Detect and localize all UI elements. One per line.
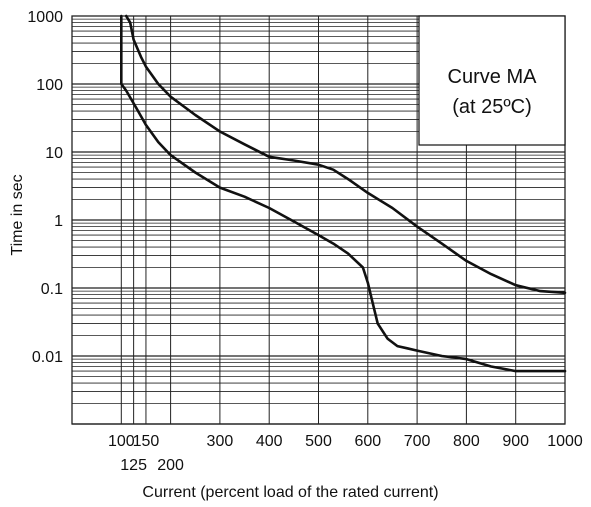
x-tick-label: 150 — [133, 433, 160, 450]
x-tick-label: 700 — [404, 433, 431, 450]
x-tick-label: 900 — [502, 433, 529, 450]
y-axis-label: Time in sec — [9, 174, 26, 255]
x-tick-label: 100 — [108, 433, 135, 450]
x-tick-label: 1000 — [547, 433, 583, 450]
x-tick-labels: 100 125 150 200 300 400 500 600 700 800 900 1000 — [108, 433, 583, 474]
y-tick-label: 1000 — [27, 9, 63, 26]
series-group — [120, 14, 567, 373]
y-tick-label: 100 — [36, 77, 63, 94]
annotation-line-1: Curve MA — [448, 66, 538, 88]
x-axis-label: Current (percent load of the rated curre… — [142, 484, 438, 501]
y-tick-label: 10 — [45, 145, 63, 162]
x-tick-label: 500 — [305, 433, 332, 450]
x-tick-label: 400 — [256, 433, 283, 450]
series-line-1 — [120, 14, 567, 373]
grid — [71, 15, 566, 425]
x-tick-label: 600 — [354, 433, 381, 450]
x-tick-label: 125 — [120, 457, 147, 474]
y-tick-labels: 1000 100 10 1 0.1 0.01 — [27, 9, 63, 366]
y-tick-label: 0.1 — [41, 281, 63, 298]
x-tick-label: 800 — [453, 433, 480, 450]
x-tick-label: 200 — [157, 457, 184, 474]
annotation-line-2: (at 25ºC) — [452, 96, 532, 118]
y-tick-label: 1 — [54, 213, 63, 230]
x-tick-label: 300 — [207, 433, 234, 450]
annotation-box: Curve MA (at 25ºC) — [418, 15, 566, 146]
series-line-2 — [124, 14, 567, 295]
annotation-box-rect — [418, 15, 566, 146]
y-tick-label: 0.01 — [32, 349, 63, 366]
